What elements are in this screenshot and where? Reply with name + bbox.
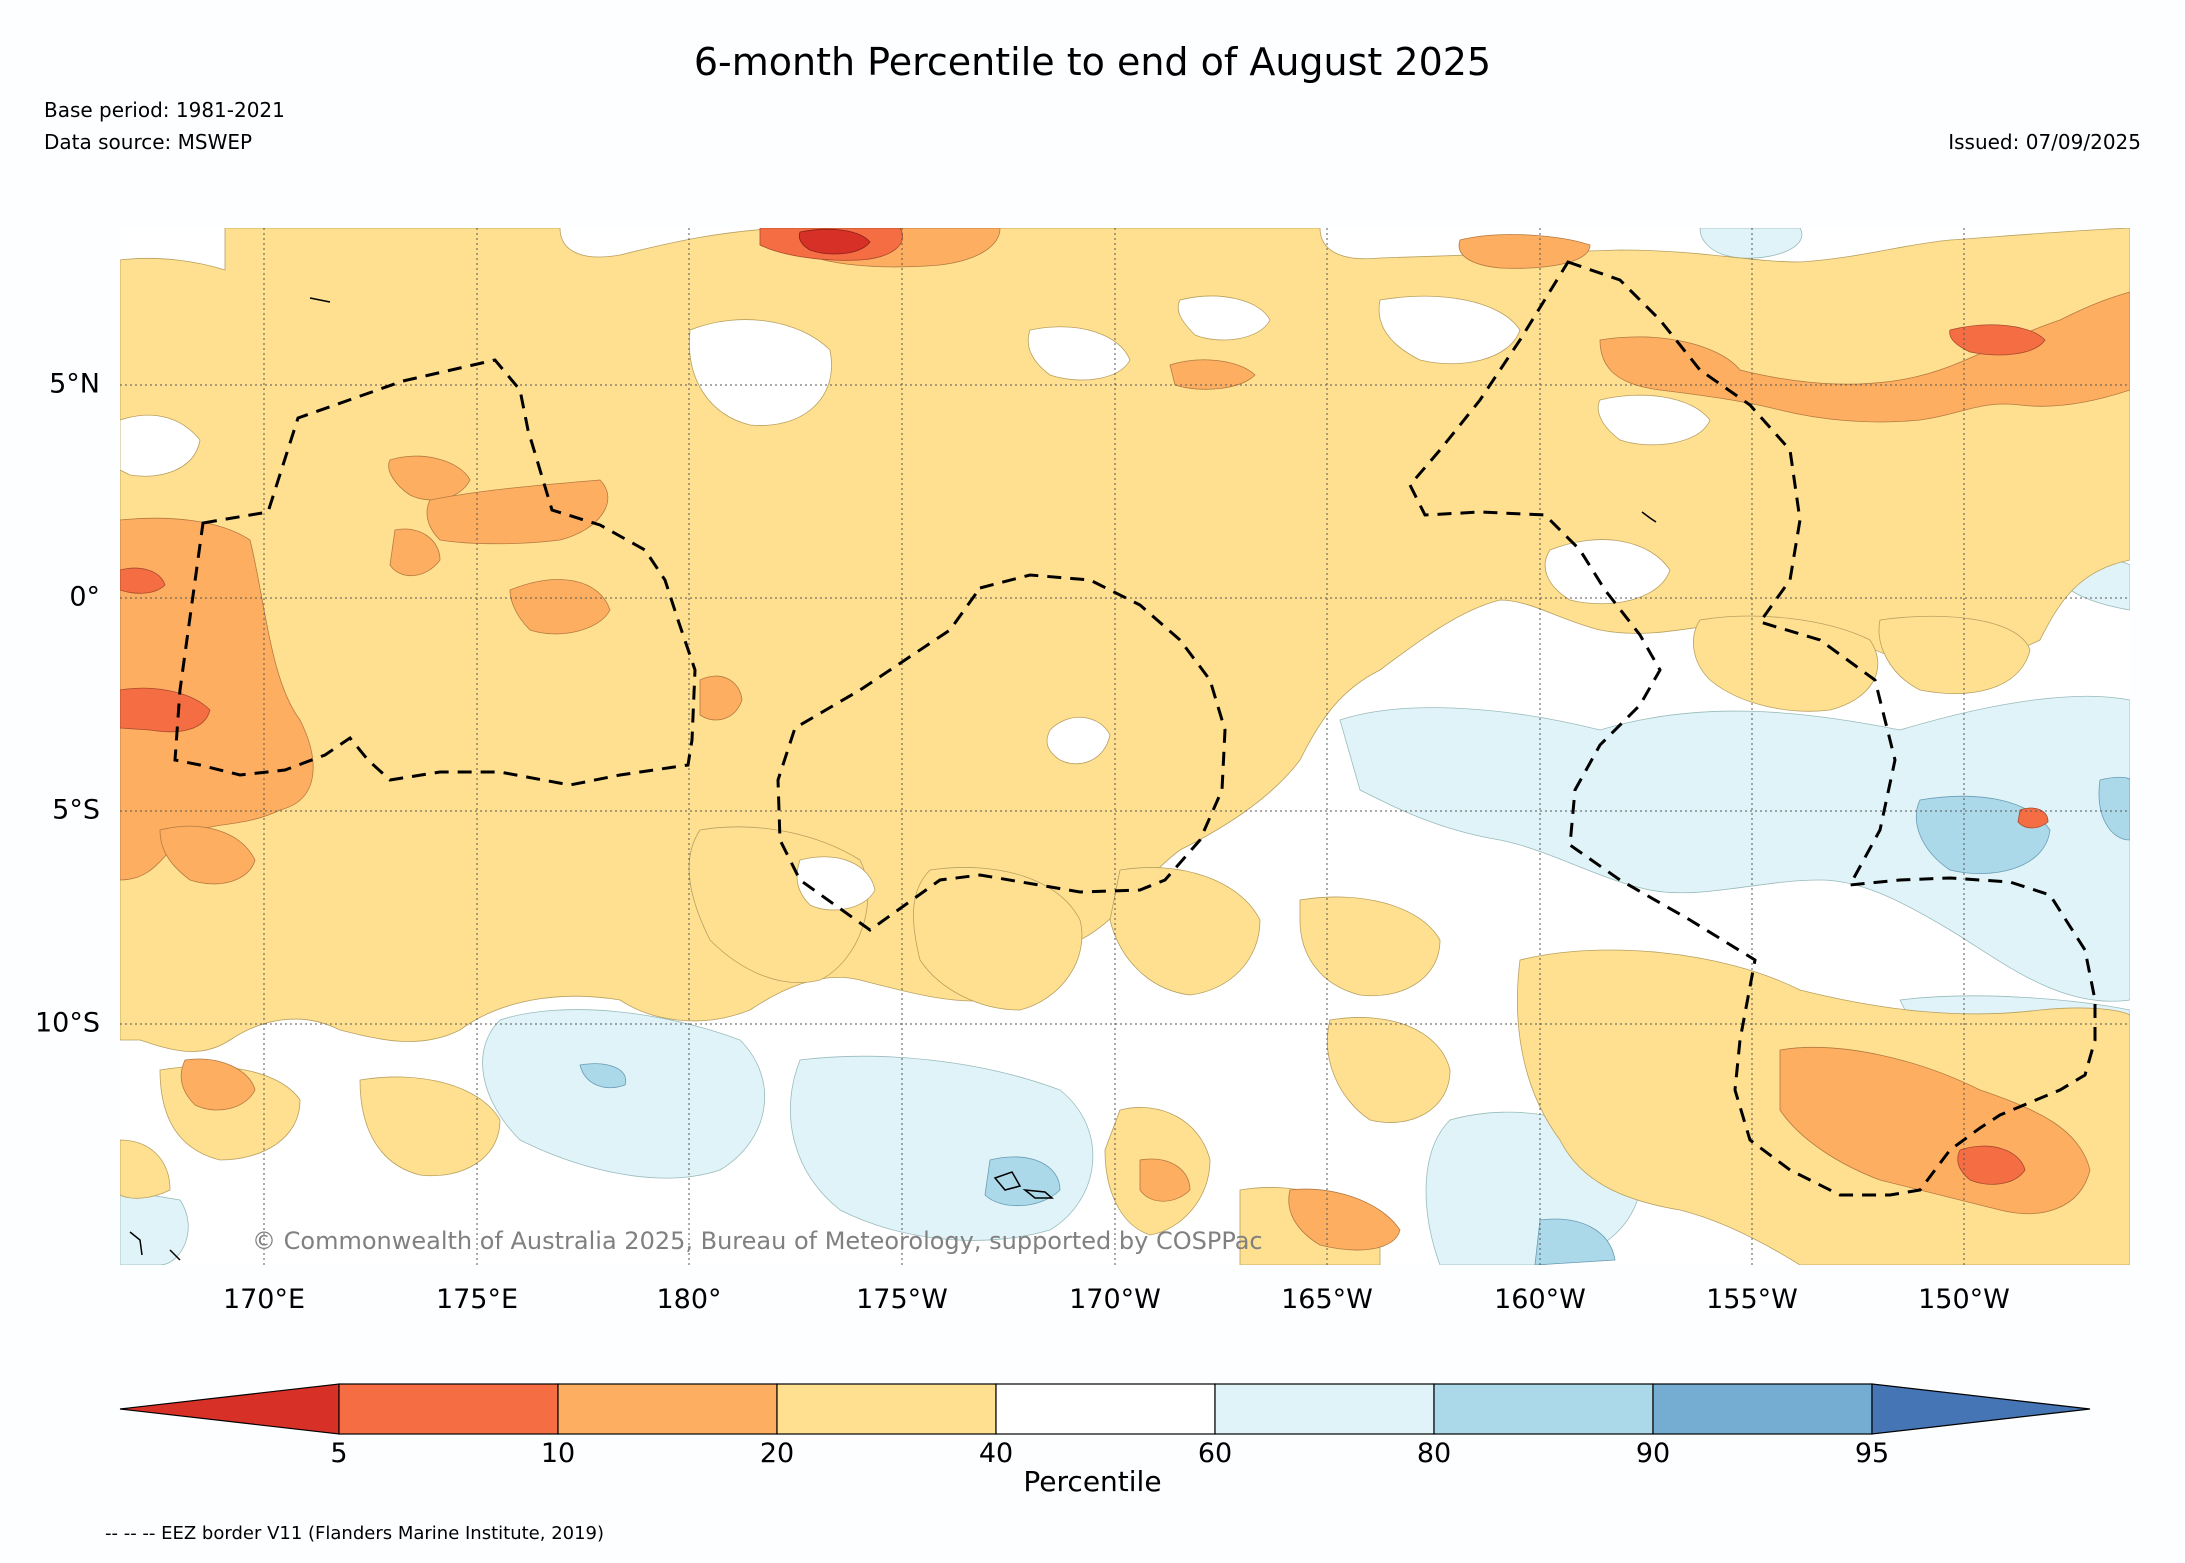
latitude-labels: 5°N 0° 5°S 10°S	[35, 369, 100, 1039]
base-period-label: Base period: 1981-2021	[44, 98, 285, 122]
eez-border-kiribati-phoenix	[776, 573, 1227, 932]
lon-label-170e: 170°E	[223, 1284, 305, 1315]
longitude-labels: 170°E 175°E 180° 175°W 170°W 165°W 160°W…	[223, 1284, 2010, 1315]
colorbar-swatch-40-60	[995, 1383, 1216, 1435]
colorbar-tick-20: 20	[760, 1438, 794, 1469]
colorbar-tick-5: 5	[330, 1438, 347, 1469]
data-source-label: Data source: MSWEP	[44, 130, 253, 154]
colorbar-swatch-80-90	[1433, 1383, 1654, 1435]
eez-border-line-islands	[1408, 260, 2097, 1197]
lon-label-150w: 150°W	[1918, 1284, 2010, 1315]
eez-border-legend: -- -- -- EEZ border V11 (Flanders Marine…	[105, 1523, 605, 1544]
lat-label-0: 0°	[69, 582, 100, 613]
percentile-field	[120, 228, 2130, 1265]
issued-date-label: Issued: 07/09/2025	[1948, 130, 2141, 154]
eez-borders	[173, 260, 2097, 1197]
colorbar	[119, 1383, 2091, 1435]
graticule	[120, 228, 2130, 1265]
percentile-below-5-regions	[798, 228, 871, 255]
island-outlines	[129, 297, 1657, 1261]
colorbar-swatch-5-10	[338, 1383, 559, 1435]
colorbar-tick-10: 10	[541, 1438, 575, 1469]
lon-label-180: 180°	[656, 1284, 721, 1315]
eez-border-kiribati-gilbert	[173, 358, 697, 787]
map-title: 6-month Percentile to end of August 2025	[693, 40, 1492, 84]
colorbar-tick-90: 90	[1636, 1438, 1670, 1469]
copyright-notice: © Commonwealth of Australia 2025, Bureau…	[252, 1227, 1263, 1255]
colorbar-title: Percentile	[1023, 1465, 1162, 1498]
lat-label-5n: 5°N	[49, 369, 100, 400]
colorbar-swatch-10-20	[557, 1383, 778, 1435]
lat-label-5s: 5°S	[52, 795, 100, 826]
lon-label-175w: 175°W	[856, 1284, 948, 1315]
colorbar-swatch-60-80	[1214, 1383, 1435, 1435]
lon-label-160w: 160°W	[1494, 1284, 1586, 1315]
percentile-80-90-regions	[579, 458, 2130, 1265]
lon-label-165w: 165°W	[1281, 1284, 1373, 1315]
percentile-5-10-regions	[120, 228, 2049, 1185]
colorbar-swatch-below-5	[119, 1383, 340, 1435]
colorbar-tick-40: 40	[979, 1438, 1013, 1469]
lat-label-10s: 10°S	[35, 1008, 100, 1039]
colorbar-tick-60: 60	[1198, 1438, 1232, 1469]
colorbar-tick-80: 80	[1417, 1438, 1451, 1469]
colorbar-tick-labels: 5 10 20 40 60 80 90 95	[330, 1438, 1889, 1469]
lon-label-175e: 175°E	[436, 1284, 518, 1315]
colorbar-tick-95: 95	[1855, 1438, 1889, 1469]
percentile-40-60-regions	[120, 295, 1711, 911]
colorbar-swatch-20-40	[776, 1383, 997, 1435]
lon-label-170w: 170°W	[1069, 1284, 1161, 1315]
colorbar-swatch-90-95	[1652, 1383, 1873, 1435]
colorbar-swatch-above-95	[1871, 1383, 2091, 1435]
lon-label-155w: 155°W	[1706, 1284, 1798, 1315]
